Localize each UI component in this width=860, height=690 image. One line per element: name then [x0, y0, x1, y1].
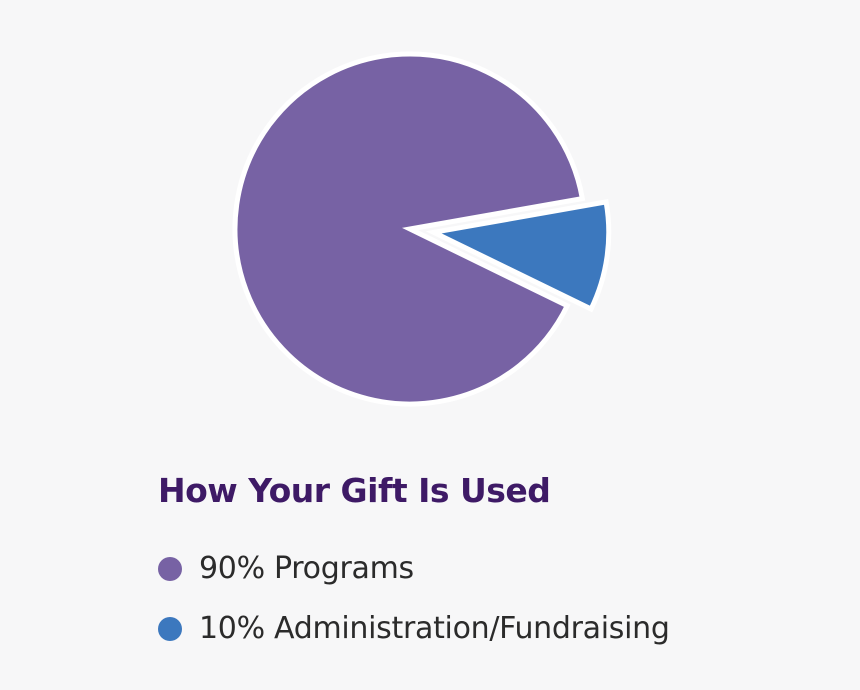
legend-item-administration-fundraising: 10% Administration/Fundraising [158, 609, 670, 649]
legend-label-administration-fundraising: 10% Administration/Fundraising [199, 611, 670, 646]
pie-slice-programs [232, 51, 586, 407]
legend-item-programs: 90% Programs [158, 549, 414, 589]
legend-swatch-programs [158, 557, 182, 581]
legend-label-programs: 90% Programs [199, 551, 414, 586]
pie-slice-administration-fundraising [425, 199, 612, 313]
legend-swatch-administration-fundraising [158, 617, 182, 641]
chart-title: How Your Gift Is Used [158, 471, 551, 510]
pie-slices [232, 51, 612, 407]
